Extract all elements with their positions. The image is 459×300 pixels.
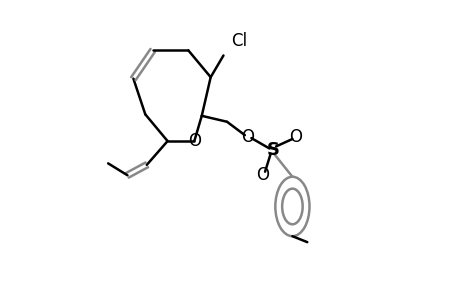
Text: Cl: Cl (231, 32, 247, 50)
Text: O: O (288, 128, 301, 146)
Text: O: O (187, 132, 201, 150)
Text: O: O (241, 128, 254, 146)
Text: O: O (256, 166, 269, 184)
Text: S: S (266, 141, 279, 159)
